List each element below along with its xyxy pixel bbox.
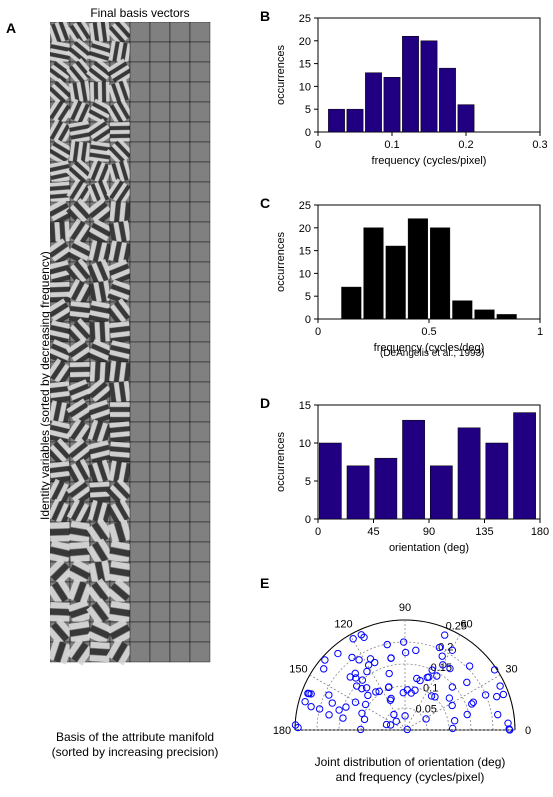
panel-d-chart: 0 5 10 15 0 45 90 135 180 occurrences orientation … <box>270 395 550 555</box>
svg-text:orientation (deg): orientation (deg) <box>389 542 469 554</box>
panel-a-title: Final basis vectors <box>55 6 225 20</box>
svg-text:0.5: 0.5 <box>421 326 436 338</box>
svg-text:0: 0 <box>315 326 321 338</box>
svg-text:0: 0 <box>305 514 311 526</box>
panel-c-label: C <box>260 195 270 211</box>
svg-text:45: 45 <box>367 526 379 538</box>
svg-text:5: 5 <box>305 104 311 116</box>
panel-c-citation: (DeAngelis et al., 1993) <box>380 348 485 359</box>
svg-text:25: 25 <box>299 200 311 212</box>
panel-a-xlabel1: Basis of the attribute manifold <box>40 730 230 744</box>
svg-text:frequency (cycles/pixel): frequency (cycles/pixel) <box>372 155 487 167</box>
panel-a-label: A <box>6 20 16 36</box>
svg-text:20: 20 <box>299 223 311 235</box>
panel-b-chart: 0 5 10 15 20 25 0 0.1 0.2 0.3 occurrences frequency… <box>270 8 550 168</box>
svg-text:20: 20 <box>299 36 311 48</box>
svg-text:0.3: 0.3 <box>532 139 547 151</box>
panel-b-label: B <box>260 8 270 24</box>
svg-text:0: 0 <box>525 725 531 737</box>
svg-text:150: 150 <box>289 664 307 676</box>
svg-text:90: 90 <box>399 602 411 614</box>
panel-a-xlabel2: (sorted by increasing precision) <box>40 745 230 759</box>
svg-text:180: 180 <box>531 526 549 538</box>
svg-text:occurrences: occurrences <box>275 232 287 292</box>
svg-text:0.2: 0.2 <box>458 139 473 151</box>
panel-e-polar: 0.050.10.150.20.250306090120150180 <box>265 580 545 760</box>
svg-text:180: 180 <box>273 725 291 737</box>
panel-e-xlabel2: and frequency (cycles/pixel) <box>285 770 535 784</box>
svg-text:0.1: 0.1 <box>384 139 399 151</box>
svg-text:10: 10 <box>299 268 311 280</box>
svg-text:0: 0 <box>315 526 321 538</box>
svg-text:0: 0 <box>305 127 311 139</box>
svg-text:1: 1 <box>537 326 543 338</box>
svg-text:25: 25 <box>299 13 311 25</box>
svg-text:15: 15 <box>299 59 311 71</box>
svg-text:90: 90 <box>423 526 435 538</box>
svg-text:15: 15 <box>299 246 311 258</box>
panel-d-label: D <box>260 395 270 411</box>
svg-text:30: 30 <box>505 664 517 676</box>
svg-text:5: 5 <box>305 476 311 488</box>
svg-text:120: 120 <box>334 618 352 630</box>
panel-a-grid <box>50 22 225 722</box>
svg-text:occurrences: occurrences <box>275 45 287 105</box>
svg-text:10: 10 <box>299 438 311 450</box>
svg-text:5: 5 <box>305 291 311 303</box>
svg-text:0: 0 <box>315 139 321 151</box>
panel-c-chart: 051015202500.51occurrencesfrequency (cyc… <box>270 195 550 355</box>
svg-text:occurrences: occurrences <box>275 432 287 492</box>
svg-text:60: 60 <box>460 618 472 630</box>
svg-text:15: 15 <box>299 400 311 412</box>
svg-text:135: 135 <box>475 526 493 538</box>
svg-text:10: 10 <box>299 81 311 93</box>
svg-text:0: 0 <box>305 314 311 326</box>
panel-e-xlabel1: Joint distribution of orientation (deg) <box>285 755 535 769</box>
